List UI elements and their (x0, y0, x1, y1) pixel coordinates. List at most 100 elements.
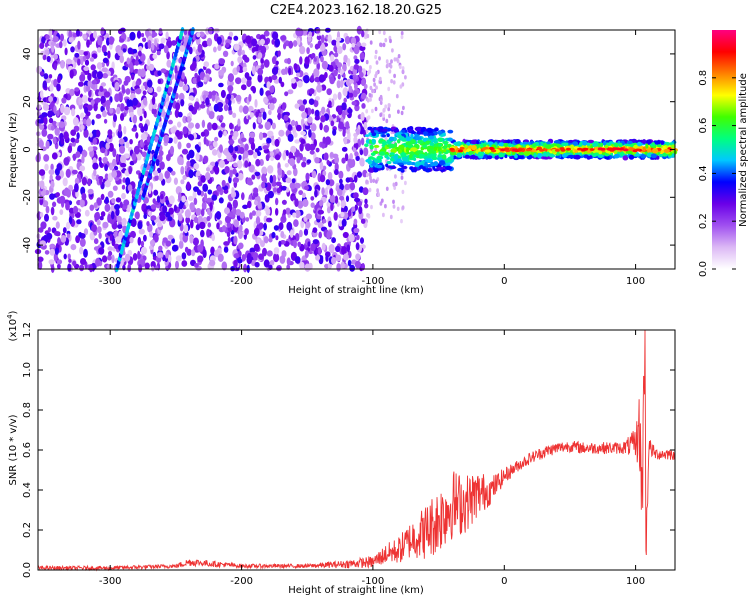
spectrogram-y-label: Frequency (Hz) (8, 112, 19, 188)
spectrogram-cell (143, 234, 147, 242)
spectrogram-cell (138, 50, 142, 57)
spectrogram-cell (360, 137, 365, 146)
spectrogram-cell (386, 156, 390, 160)
spectrogram-cell (284, 91, 289, 97)
spectrogram-cell (600, 147, 606, 151)
spectrogram-cell (194, 72, 198, 79)
spectrogram-cell (381, 141, 388, 145)
spectrogram-cell (276, 187, 281, 194)
spectrogram-cell (89, 57, 95, 62)
spectrogram-cell (157, 167, 162, 174)
spectrogram-cell (255, 111, 259, 118)
spectrogram-cell (365, 172, 369, 178)
spectrogram-cell (319, 122, 323, 131)
spectrogram-cell (482, 143, 487, 147)
spectrogram-cell (357, 200, 363, 207)
spectrogram-cell (269, 151, 274, 157)
spectrogram-cell (314, 189, 318, 198)
spectrogram-cell (230, 60, 234, 67)
spectrogram-cell (257, 67, 264, 76)
spectrogram-cell (224, 215, 232, 224)
spectrogram-cell (307, 116, 313, 124)
x-tick-label: -300 (99, 576, 122, 587)
spectrogram-cell (214, 136, 219, 142)
spectrogram-cell (367, 168, 374, 173)
spectrogram-cell (193, 216, 199, 223)
spectrogram-cell (175, 102, 181, 111)
spectrogram-cell (314, 157, 320, 164)
spectrogram-cell (433, 140, 439, 144)
spectrogram-cell (46, 232, 53, 240)
spectrogram-cell (294, 198, 299, 208)
spectrogram-cell (441, 154, 447, 160)
spectrogram-cell (386, 160, 392, 165)
spectrogram-cell (70, 129, 77, 136)
spectrogram-cell (232, 199, 238, 209)
spectrogram-cell (77, 40, 81, 50)
spectrogram-cell (245, 35, 252, 45)
spectrogram-cell (396, 139, 401, 144)
spectrogram-cell (437, 130, 443, 135)
spectrogram-cell (343, 137, 348, 145)
spectrogram-cell (227, 73, 234, 83)
spectrogram-cell (81, 155, 85, 164)
spectrogram-cell (518, 151, 525, 156)
spectrogram-cell (647, 149, 652, 154)
spectrogram-cell (353, 218, 358, 225)
spectrogram-cell (581, 140, 588, 146)
spectrogram-cell (116, 215, 122, 223)
spectrogram-cell (192, 190, 197, 200)
spectrogram-cell (546, 141, 551, 145)
spectrogram-cell (126, 57, 131, 65)
spectrogram-cell (49, 248, 55, 256)
spectrogram-cell (526, 155, 533, 160)
spectrogram-cell (93, 103, 98, 112)
y-tick-label: -40 (22, 237, 33, 253)
spectrogram-cell (89, 132, 93, 138)
spectrogram-cell (182, 175, 187, 180)
spectrogram-cell (504, 147, 510, 151)
spectrogram-cell (347, 108, 353, 114)
spectrogram-cell (340, 79, 344, 88)
spectrogram-cell (251, 174, 256, 180)
spectrogram-cell (183, 224, 189, 234)
spectrogram-cell (635, 148, 641, 152)
spectrogram-cell (429, 142, 435, 146)
spectrogram-cell (645, 139, 652, 144)
spectrogram-cell (355, 128, 361, 135)
spectrogram-cell (163, 45, 169, 54)
spectrogram-cell (267, 165, 274, 174)
spectrogram-cell (619, 147, 624, 151)
spectrogram-cell (246, 255, 253, 265)
spectrogram-cell (275, 181, 282, 187)
spectrogram-cell (424, 161, 428, 167)
snr-multiplier-base: (x10 (8, 319, 19, 342)
spectrogram-cell (187, 116, 192, 123)
y-tick-label: -20 (22, 189, 33, 205)
spectrogram-cell (257, 52, 263, 59)
spectrogram-cell (254, 200, 258, 206)
spectrogram-cell (297, 241, 302, 247)
spectrogram-cell (83, 51, 88, 56)
spectrogram-cell (566, 147, 571, 151)
spectrogram-cell (328, 64, 334, 72)
spectrogram-cell (201, 119, 206, 128)
spectrogram-cell (365, 109, 369, 114)
spectrogram-cell (200, 175, 206, 183)
spectrogram-cell (297, 99, 304, 105)
spectrogram-cell (194, 144, 200, 150)
spectrogram-cell (80, 57, 84, 66)
spectrogram-cell (424, 151, 428, 157)
spectrogram-cell (54, 127, 60, 136)
spectrogram-cell (525, 145, 530, 149)
spectrogram-cell (140, 125, 145, 133)
spectrogram-cell (165, 240, 172, 247)
spectrogram-cell (348, 85, 353, 93)
spectrogram-cell (63, 157, 70, 166)
spectrogram-cell (389, 214, 393, 220)
spectrogram-cell (364, 134, 370, 138)
spectrogram-cell (494, 155, 499, 160)
spectrogram-cell (48, 259, 55, 265)
spectrogram-cell (328, 100, 332, 108)
spectrogram-cell (257, 73, 263, 83)
